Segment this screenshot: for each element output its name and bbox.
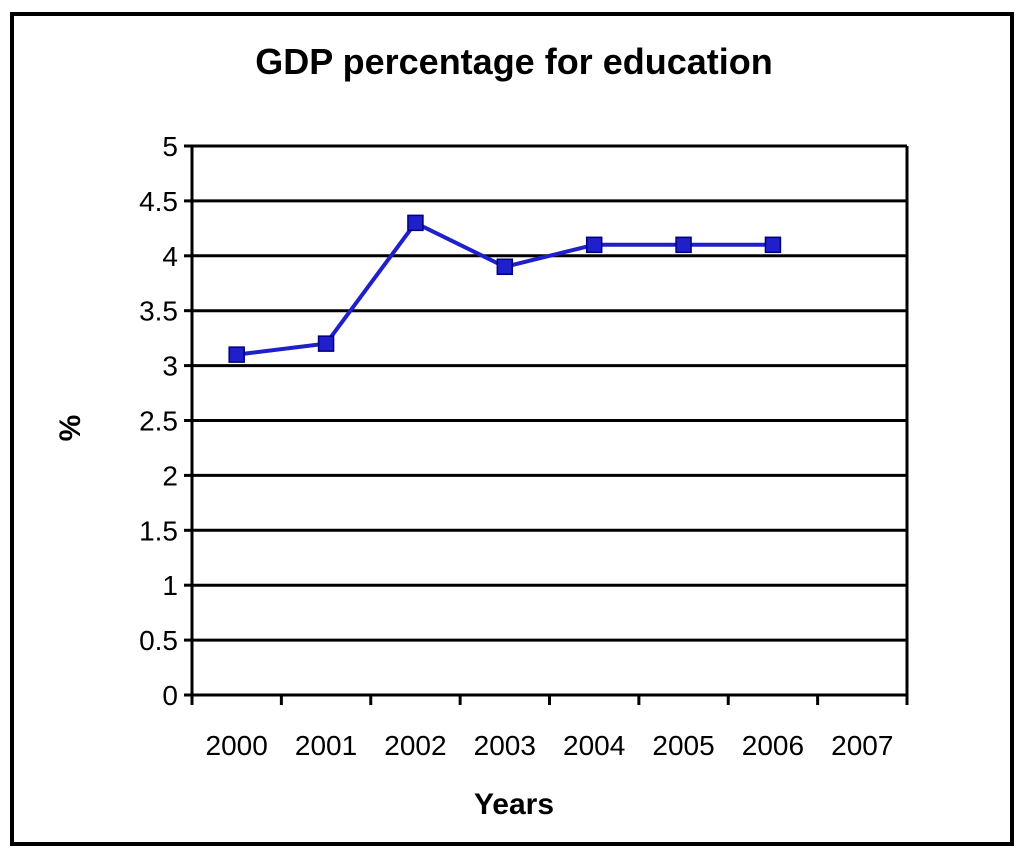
x-tick-label: 2004 — [563, 730, 625, 761]
axes — [184, 144, 909, 705]
series-markers — [228, 214, 782, 363]
x-tick-label: 2001 — [295, 730, 357, 761]
x-tick-label: 2002 — [384, 730, 446, 761]
x-tick-label: 2007 — [831, 730, 893, 761]
data-point-2003 — [496, 258, 514, 276]
data-point-2006 — [764, 236, 782, 254]
y-tick-label: 3 — [162, 351, 178, 382]
y-tick-label: 0.5 — [139, 625, 178, 656]
y-axis-label: % — [54, 415, 87, 442]
series-line-0 — [236, 220, 773, 357]
chart-title: GDP percentage for education — [255, 41, 772, 82]
x-axis-label: Years — [474, 788, 554, 821]
y-tick-label: 5 — [162, 131, 178, 162]
y-tick-label: 0 — [162, 680, 178, 711]
x-tick-label: 2003 — [474, 730, 536, 761]
y-tick-label: 3.5 — [139, 296, 178, 327]
x-tick-label: 2005 — [652, 730, 714, 761]
y-tick-label: 4.5 — [139, 186, 178, 217]
y-tick-label: 1.5 — [139, 515, 178, 546]
y-tick-label: 1 — [162, 570, 178, 601]
chart-frame — [10, 12, 1014, 846]
y-tick-label: 4 — [162, 241, 178, 272]
data-point-2000 — [228, 346, 245, 363]
gridlines — [192, 144, 907, 642]
data-point-2005 — [675, 236, 692, 254]
x-tick-labels: 2000 2001 2002 2003 2004 2005 2006 2007 — [206, 730, 894, 761]
data-point-2002 — [407, 214, 424, 232]
y-tick-labels: 0 0.5 1 1.5 2 2.5 3 3.5 4 4.5 5 — [139, 131, 178, 711]
y-tick-label: 2 — [162, 460, 178, 491]
x-tick-label: 2006 — [742, 730, 804, 761]
data-point-2001 — [317, 335, 335, 352]
x-tick-label: 2000 — [206, 730, 268, 761]
data-point-2004 — [585, 236, 603, 254]
series-line — [236, 220, 773, 357]
y-tick-label: 2.5 — [139, 406, 178, 437]
